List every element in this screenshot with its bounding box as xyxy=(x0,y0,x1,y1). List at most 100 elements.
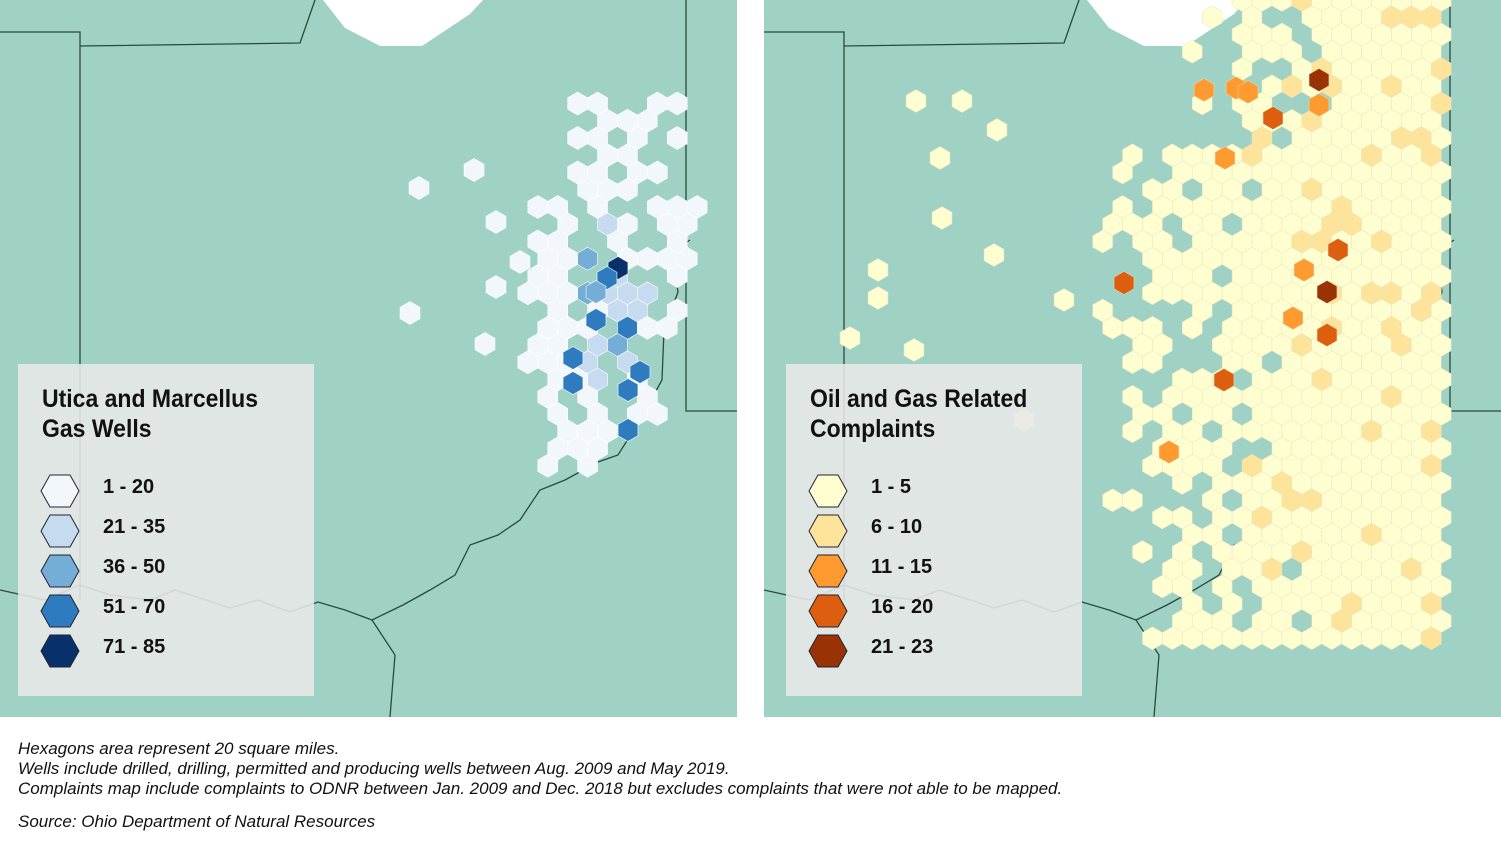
well-hexagon xyxy=(562,371,584,395)
legend-label: 36 - 50 xyxy=(103,556,166,578)
complaint-hexagon xyxy=(839,326,861,350)
complaint-hexagon xyxy=(1213,368,1235,392)
complaint-hexagon xyxy=(1132,540,1153,564)
complaint-hexagon xyxy=(1122,488,1143,513)
wells-hexagons xyxy=(399,91,708,478)
wells-state-border-1 xyxy=(79,0,316,47)
complaint-hexagon xyxy=(1214,146,1236,170)
legend-hexagon-swatch xyxy=(40,594,80,628)
legend-label: 51 - 70 xyxy=(103,596,166,618)
complaint-hexagon xyxy=(1102,488,1123,513)
well-hexagon xyxy=(399,301,421,325)
legend-label: 71 - 85 xyxy=(103,636,166,658)
legend-hexagon-swatch xyxy=(808,554,848,588)
complaint-hexagon xyxy=(951,89,973,113)
well-hexagon xyxy=(617,177,638,202)
well-hexagon xyxy=(567,126,588,150)
well-hexagon xyxy=(617,378,639,402)
well-hexagon xyxy=(408,176,430,200)
complaint-hexagon xyxy=(1237,80,1259,104)
complaint-hexagon xyxy=(1316,280,1338,304)
well-hexagon xyxy=(527,195,549,219)
well-hexagon xyxy=(577,246,598,271)
wells-state-border-4 xyxy=(371,619,396,717)
well-hexagon xyxy=(485,275,507,299)
complaint-hexagon xyxy=(1142,350,1163,375)
wells-legend: Utica and Marcellus Gas Wells 1 - 20 21 -… xyxy=(18,364,314,696)
complaints-map-panel: Oil and Gas Related Complaints 1 - 5 6 - … xyxy=(764,0,1501,717)
complaint-hexagon xyxy=(1316,323,1338,347)
legend-label: 21 - 35 xyxy=(103,516,166,538)
complaint-hexagon xyxy=(931,206,953,230)
complaint-hexagon xyxy=(867,286,889,310)
well-hexagon xyxy=(474,332,496,356)
well-hexagon xyxy=(537,453,559,478)
complaint-hexagon xyxy=(1193,78,1215,102)
complaint-hexagon xyxy=(1113,271,1135,295)
well-hexagon xyxy=(585,280,607,304)
legend-hexagon-swatch xyxy=(40,514,80,548)
complaint-hexagon xyxy=(1271,0,1293,12)
wells-lake-erie xyxy=(323,0,483,46)
complaint-hexagon xyxy=(1293,258,1315,282)
complaint-hexagon xyxy=(1092,229,1113,254)
legend-hexagon-swatch xyxy=(40,554,80,588)
well-hexagon xyxy=(463,158,485,182)
legend-hexagon-swatch xyxy=(808,594,848,628)
complaints-state-border-2 xyxy=(1449,0,1501,412)
note-hexagon-area: Hexagons area represent 20 square miles. xyxy=(18,739,340,758)
legend-label: 1 - 5 xyxy=(871,476,912,498)
complaint-hexagon xyxy=(867,258,889,282)
well-hexagon xyxy=(629,360,651,384)
legend-hexagon-swatch xyxy=(808,634,848,668)
complaints-legend: Oil and Gas Related Complaints 1 - 5 6 - … xyxy=(786,364,1082,696)
complaint-hexagon xyxy=(1231,57,1253,81)
legend-label: 21 - 23 xyxy=(871,636,934,658)
complaints-hex-map xyxy=(764,0,1501,717)
complaint-hexagon xyxy=(1201,5,1223,30)
note-wells-definition: Wells include drilled, drilling, permitt… xyxy=(18,759,730,778)
complaint-hexagon xyxy=(1122,419,1143,444)
well-hexagon xyxy=(666,91,688,116)
complaints-lake-erie xyxy=(1087,0,1247,46)
well-hexagon xyxy=(485,210,507,234)
legend-label: 6 - 10 xyxy=(871,516,923,538)
complaint-hexagon xyxy=(1282,306,1304,330)
complaint-hexagon xyxy=(1262,106,1284,130)
complaint-hexagon xyxy=(1327,238,1349,262)
complaint-hexagon xyxy=(1182,315,1203,340)
legend-label: 16 - 20 xyxy=(871,596,934,618)
well-hexagon xyxy=(666,126,688,150)
wells-map-panel: Utica and Marcellus Gas Wells 1 - 20 21 -… xyxy=(0,0,737,717)
well-hexagon xyxy=(647,160,668,185)
complaint-hexagon xyxy=(929,146,951,170)
complaint-hexagon xyxy=(986,118,1008,142)
complaint-hexagon xyxy=(1112,160,1133,185)
complaints-state-border-1 xyxy=(843,0,1080,47)
legend-label: 1 - 20 xyxy=(103,476,155,498)
well-hexagon xyxy=(637,246,658,271)
complaint-hexagon xyxy=(1308,93,1330,117)
well-hexagon xyxy=(647,402,668,426)
well-hexagon xyxy=(509,250,531,274)
well-hexagon xyxy=(577,453,598,478)
legend-hexagon-swatch xyxy=(40,474,80,508)
footnotes: Hexagons area represent 20 square miles.… xyxy=(18,739,1062,832)
legend-hexagon-swatch xyxy=(808,474,848,508)
legend-hexagon-swatch xyxy=(40,634,80,668)
well-hexagon xyxy=(562,346,584,370)
complaint-hexagon xyxy=(983,243,1005,267)
complaint-hexagon xyxy=(1308,68,1330,92)
complaint-hexagon xyxy=(1142,626,1163,651)
complaint-hexagon xyxy=(1182,39,1203,64)
source-note: Source: Ohio Department of Natural Resou… xyxy=(18,812,376,831)
legend-hexagon-swatch xyxy=(808,514,848,548)
complaint-hexagons xyxy=(839,0,1452,651)
complaint-hexagon xyxy=(1421,626,1442,651)
legend-label: 11 - 15 xyxy=(871,556,933,578)
well-hexagon xyxy=(666,264,688,288)
well-hexagon xyxy=(657,315,678,340)
complaint-hexagon xyxy=(1053,288,1075,312)
complaint-hexagon xyxy=(1152,505,1173,530)
complaints-legend-title: Oil and Gas Related Complaints xyxy=(810,385,1028,443)
